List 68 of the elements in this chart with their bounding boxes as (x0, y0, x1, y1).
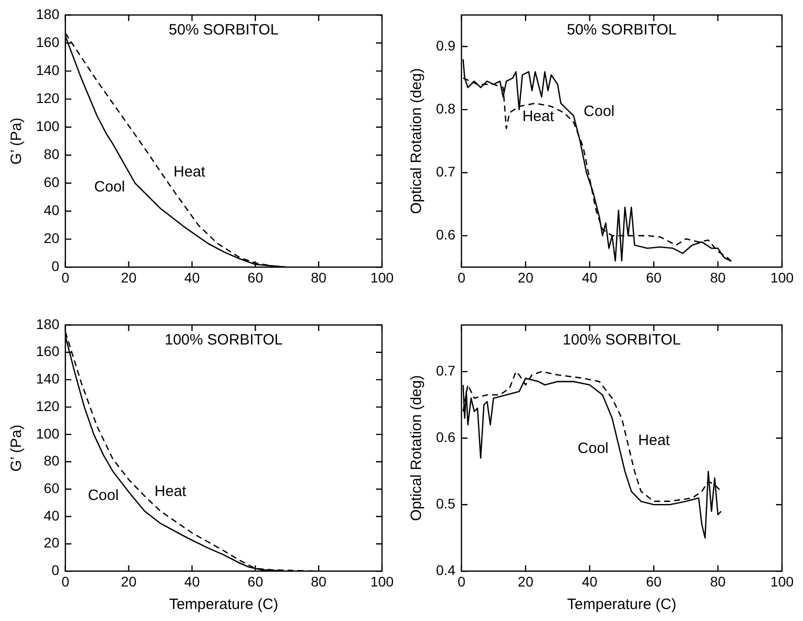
x-tick-label: 0 (458, 573, 466, 590)
annotation: Cool (578, 440, 609, 457)
x-tick-label: 100 (770, 573, 794, 590)
x-tick-label: 80 (710, 573, 726, 590)
x-tick-label: 80 (310, 269, 327, 286)
x-tick-label: 100 (370, 269, 394, 286)
y-tick-label: 20 (44, 230, 60, 246)
y-tick-label: 140 (36, 62, 60, 78)
annotation: Heat (522, 108, 555, 125)
x-tick-label: 60 (248, 269, 264, 286)
text: 50% SORBITOL (168, 22, 279, 39)
x-tick-label: 40 (184, 573, 200, 590)
y-tick-label: 180 (36, 6, 60, 22)
y-tick-label: 80 (44, 452, 60, 469)
y-tick-label: 60 (44, 174, 60, 190)
y-tick-label: 0 (52, 258, 60, 274)
x-tick-label: 60 (646, 269, 662, 286)
x-tick-label: 20 (120, 269, 137, 286)
annotation: Cool (584, 103, 615, 120)
y-tick-label: 0.6 (436, 428, 456, 445)
annotation: Cool (94, 178, 126, 196)
y-tick-label: 120 (36, 398, 60, 414)
y-tick-label: 100 (36, 425, 60, 442)
y-axis-title: Optical Rotation (deg) (408, 68, 426, 214)
x-tick-label: 100 (770, 269, 794, 286)
y-tick-label: 180 (36, 316, 60, 332)
y-tick-label: 160 (36, 34, 60, 50)
y-tick-label: 120 (36, 90, 60, 106)
y-tick-label: 20 (44, 534, 60, 551)
y-tick-label: 40 (44, 507, 60, 524)
x-tick-label: 40 (582, 573, 598, 590)
x-tick-label: 20 (518, 269, 534, 286)
y-tick-label: 100 (36, 118, 60, 134)
annotation: Heat (174, 163, 206, 180)
y-tick-label: 80 (44, 146, 60, 162)
text: 50% SORBITOL (566, 22, 677, 39)
annotation: Heat (638, 432, 671, 449)
x-axis-title: Temperature (C) (169, 596, 278, 614)
x-tick-label: 80 (310, 573, 327, 590)
x-tick-label: 40 (582, 269, 598, 286)
text: 100% SORBITOL (164, 332, 283, 349)
y-axis-title: Optical Rotation (deg) (408, 375, 426, 522)
y-tick-label: 0.6 (436, 226, 456, 243)
y-tick-label: 0.7 (436, 362, 456, 378)
annotation: Heat (154, 483, 188, 500)
annotation: Cool (88, 487, 119, 504)
x-tick-label: 100 (370, 573, 394, 590)
y-tick-label: 0.9 (436, 37, 456, 54)
x-tick-label: 80 (710, 269, 726, 286)
x-tick-label: 20 (120, 573, 137, 590)
y-tick-label: 0.4 (436, 562, 456, 578)
y-axis-title: G’ (Pa) (8, 118, 26, 165)
x-tick-label: 40 (184, 269, 200, 286)
y-tick-label: 40 (44, 202, 60, 218)
y-tick-label: 0.5 (436, 496, 456, 512)
text: 100% SORBITOL (562, 332, 681, 349)
y-axis-title: G’ (Pa) (8, 424, 26, 472)
y-tick-label: 160 (36, 343, 60, 360)
x-axis-title: Temperature (C) (567, 596, 676, 614)
x-tick-label: 0 (458, 269, 466, 286)
y-tick-label: 0 (52, 562, 60, 578)
y-tick-label: 140 (36, 370, 60, 387)
x-tick-label: 20 (518, 573, 534, 590)
y-tick-label: 60 (44, 480, 60, 496)
y-tick-label: 0.7 (436, 163, 456, 180)
y-tick-label: 0.8 (436, 100, 456, 116)
x-tick-label: 60 (646, 573, 662, 590)
x-tick-label: 60 (248, 573, 264, 590)
